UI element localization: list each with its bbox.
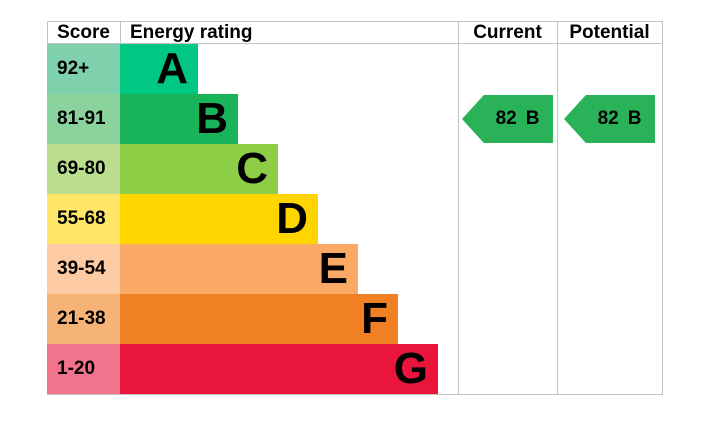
band-row-a: 92+ A xyxy=(47,44,458,94)
table-right-border xyxy=(662,21,663,394)
score-header: Score xyxy=(57,22,110,43)
table-left-border xyxy=(47,21,48,44)
band-score-range-g: 1-20 xyxy=(47,344,120,394)
band-letter-c: C xyxy=(236,144,268,193)
band-bar-b: B xyxy=(120,94,238,144)
band-row-g: 1-20 G xyxy=(47,344,458,394)
band-letter-a: A xyxy=(156,44,188,93)
band-row-f: 21-38 F xyxy=(47,294,458,344)
potential-rating-score: 82 xyxy=(597,108,619,129)
band-row-b: 81-91 B xyxy=(47,94,458,144)
band-score-range-e: 39-54 xyxy=(47,244,120,294)
potential-column-divider xyxy=(557,21,558,394)
band-bar-g: G xyxy=(120,344,438,394)
potential-rating-arrow: 82 B xyxy=(564,95,655,143)
band-letter-f: F xyxy=(361,294,388,343)
band-score-range-d: 55-68 xyxy=(47,194,120,244)
band-bar-f: F xyxy=(120,294,398,344)
band-row-e: 39-54 E xyxy=(47,244,458,294)
band-bar-c: C xyxy=(120,144,278,194)
band-letter-g: G xyxy=(393,344,428,393)
potential-rating-band: B xyxy=(627,108,642,129)
band-score-range-b: 81-91 xyxy=(47,94,120,144)
band-row-c: 69-80 C xyxy=(47,144,458,194)
current-rating-score: 82 xyxy=(495,108,517,129)
band-bar-e: E xyxy=(120,244,358,294)
current-rating-arrow: 82 B xyxy=(462,95,553,143)
band-bar-d: D xyxy=(120,194,318,244)
current-column-divider xyxy=(458,21,459,394)
energy-rating-header: Energy rating xyxy=(130,22,253,43)
band-letter-d: D xyxy=(276,194,308,243)
band-score-range-f: 21-38 xyxy=(47,294,120,344)
current-header: Current xyxy=(473,22,542,43)
current-rating-band: B xyxy=(525,108,540,129)
band-letter-e: E xyxy=(318,244,348,293)
band-score-range-c: 69-80 xyxy=(47,144,120,194)
table-top-border xyxy=(47,21,663,22)
band-score-range-a: 92+ xyxy=(47,44,120,94)
potential-header: Potential xyxy=(569,22,650,43)
header-underline xyxy=(47,43,663,44)
band-letter-b: B xyxy=(196,94,228,143)
score-column-divider xyxy=(120,21,121,44)
table-bottom-border xyxy=(47,394,663,395)
band-row-d: 55-68 D xyxy=(47,194,458,244)
band-bar-a: A xyxy=(120,44,198,94)
